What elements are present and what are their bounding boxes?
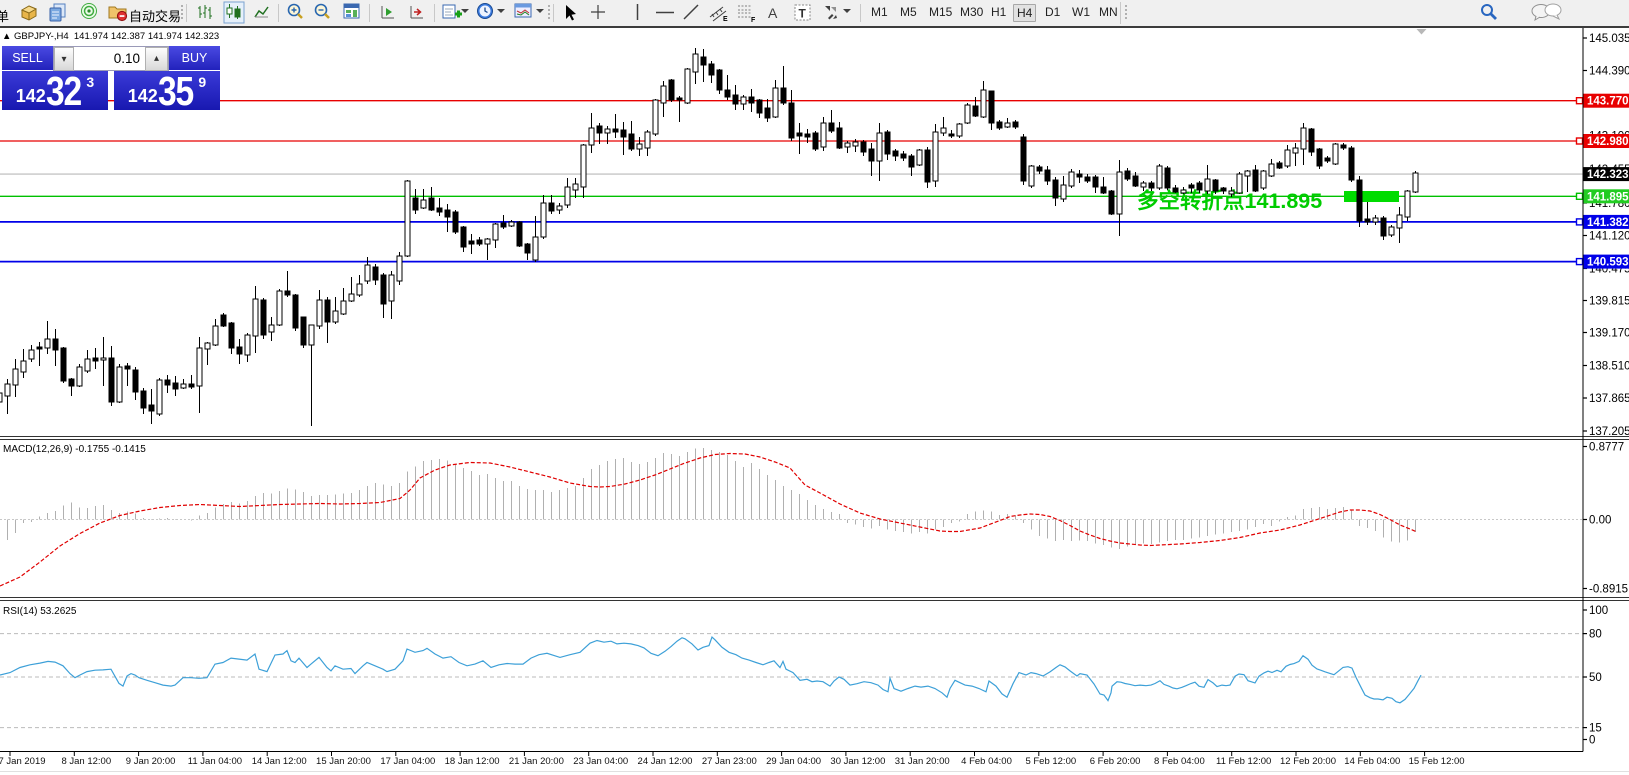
svg-text:8 Feb 04:00: 8 Feb 04:00 (1154, 756, 1205, 767)
svg-text:4 Feb 04:00: 4 Feb 04:00 (961, 756, 1012, 767)
svg-text:-0.8915: -0.8915 (1589, 584, 1628, 596)
svg-text:17 Jan 04:00: 17 Jan 04:00 (380, 756, 435, 767)
svg-text:141.382: 141.382 (1587, 217, 1629, 229)
svg-text:21 Jan 20:00: 21 Jan 20:00 (509, 756, 564, 767)
svg-text:145.035: 145.035 (1589, 33, 1629, 45)
svg-text:14 Jan 12:00: 14 Jan 12:00 (252, 756, 307, 767)
svg-text:30 Jan 12:00: 30 Jan 12:00 (830, 756, 885, 767)
svg-text:138.510: 138.510 (1589, 361, 1629, 373)
svg-text:27 Jan 23:00: 27 Jan 23:00 (702, 756, 757, 767)
svg-text:80: 80 (1589, 629, 1602, 641)
svg-text:139.815: 139.815 (1589, 296, 1629, 308)
svg-text:18 Jan 12:00: 18 Jan 12:00 (445, 756, 500, 767)
svg-text:6 Feb 20:00: 6 Feb 20:00 (1090, 756, 1141, 767)
svg-text:24 Jan 12:00: 24 Jan 12:00 (638, 756, 693, 767)
svg-text:50: 50 (1589, 672, 1602, 684)
svg-text:142.323: 142.323 (1587, 169, 1629, 181)
svg-text:31 Jan 20:00: 31 Jan 20:00 (895, 756, 950, 767)
svg-text:141.895: 141.895 (1587, 191, 1629, 203)
svg-text:8 Jan 12:00: 8 Jan 12:00 (61, 756, 111, 767)
svg-text:139.170: 139.170 (1589, 328, 1629, 340)
svg-text:MACD(12,26,9) -0.1755 -0.1415: MACD(12,26,9) -0.1755 -0.1415 (3, 444, 146, 455)
svg-text:RSI(14) 53.2625: RSI(14) 53.2625 (3, 606, 77, 617)
svg-text:12 Feb 20:00: 12 Feb 20:00 (1280, 756, 1336, 767)
svg-text:14 Feb 04:00: 14 Feb 04:00 (1344, 756, 1400, 767)
svg-text:23 Jan 04:00: 23 Jan 04:00 (573, 756, 628, 767)
svg-text:▲ GBPJPY-,H4 141.974 142.387: ▲ GBPJPY-,H4 141.974 142.387 141.974 142… (2, 31, 219, 42)
svg-text:137.205: 137.205 (1589, 426, 1629, 438)
svg-text:143.770: 143.770 (1587, 96, 1629, 108)
svg-text:E: E (723, 16, 728, 23)
svg-text:29 Jan 04:00: 29 Jan 04:00 (766, 756, 821, 767)
svg-text:137.865: 137.865 (1589, 393, 1629, 405)
svg-text:144.390: 144.390 (1589, 66, 1629, 78)
svg-text:11 Jan 04:00: 11 Jan 04:00 (188, 756, 242, 767)
svg-text:11 Feb 12:00: 11 Feb 12:00 (1216, 756, 1271, 767)
svg-text:15: 15 (1589, 723, 1602, 735)
svg-text:0.00: 0.00 (1589, 515, 1611, 527)
svg-text:142.980: 142.980 (1587, 136, 1629, 148)
svg-text:0: 0 (1589, 735, 1595, 747)
svg-text:A: A (768, 5, 778, 21)
svg-text:0.8777: 0.8777 (1589, 442, 1624, 454)
svg-text:100: 100 (1589, 605, 1608, 617)
svg-text:141.120: 141.120 (1589, 231, 1629, 243)
svg-text:9 Jan 20:00: 9 Jan 20:00 (126, 756, 176, 767)
svg-text:15 Jan 20:00: 15 Jan 20:00 (316, 756, 371, 767)
svg-text:5 Feb 12:00: 5 Feb 12:00 (1025, 756, 1076, 767)
svg-text:15 Feb 12:00: 15 Feb 12:00 (1409, 756, 1465, 767)
svg-text:T: T (799, 7, 807, 21)
svg-text:7 Jan 2019: 7 Jan 2019 (0, 756, 46, 767)
svg-text:F: F (751, 17, 756, 24)
svg-text:140.593: 140.593 (1587, 257, 1629, 269)
